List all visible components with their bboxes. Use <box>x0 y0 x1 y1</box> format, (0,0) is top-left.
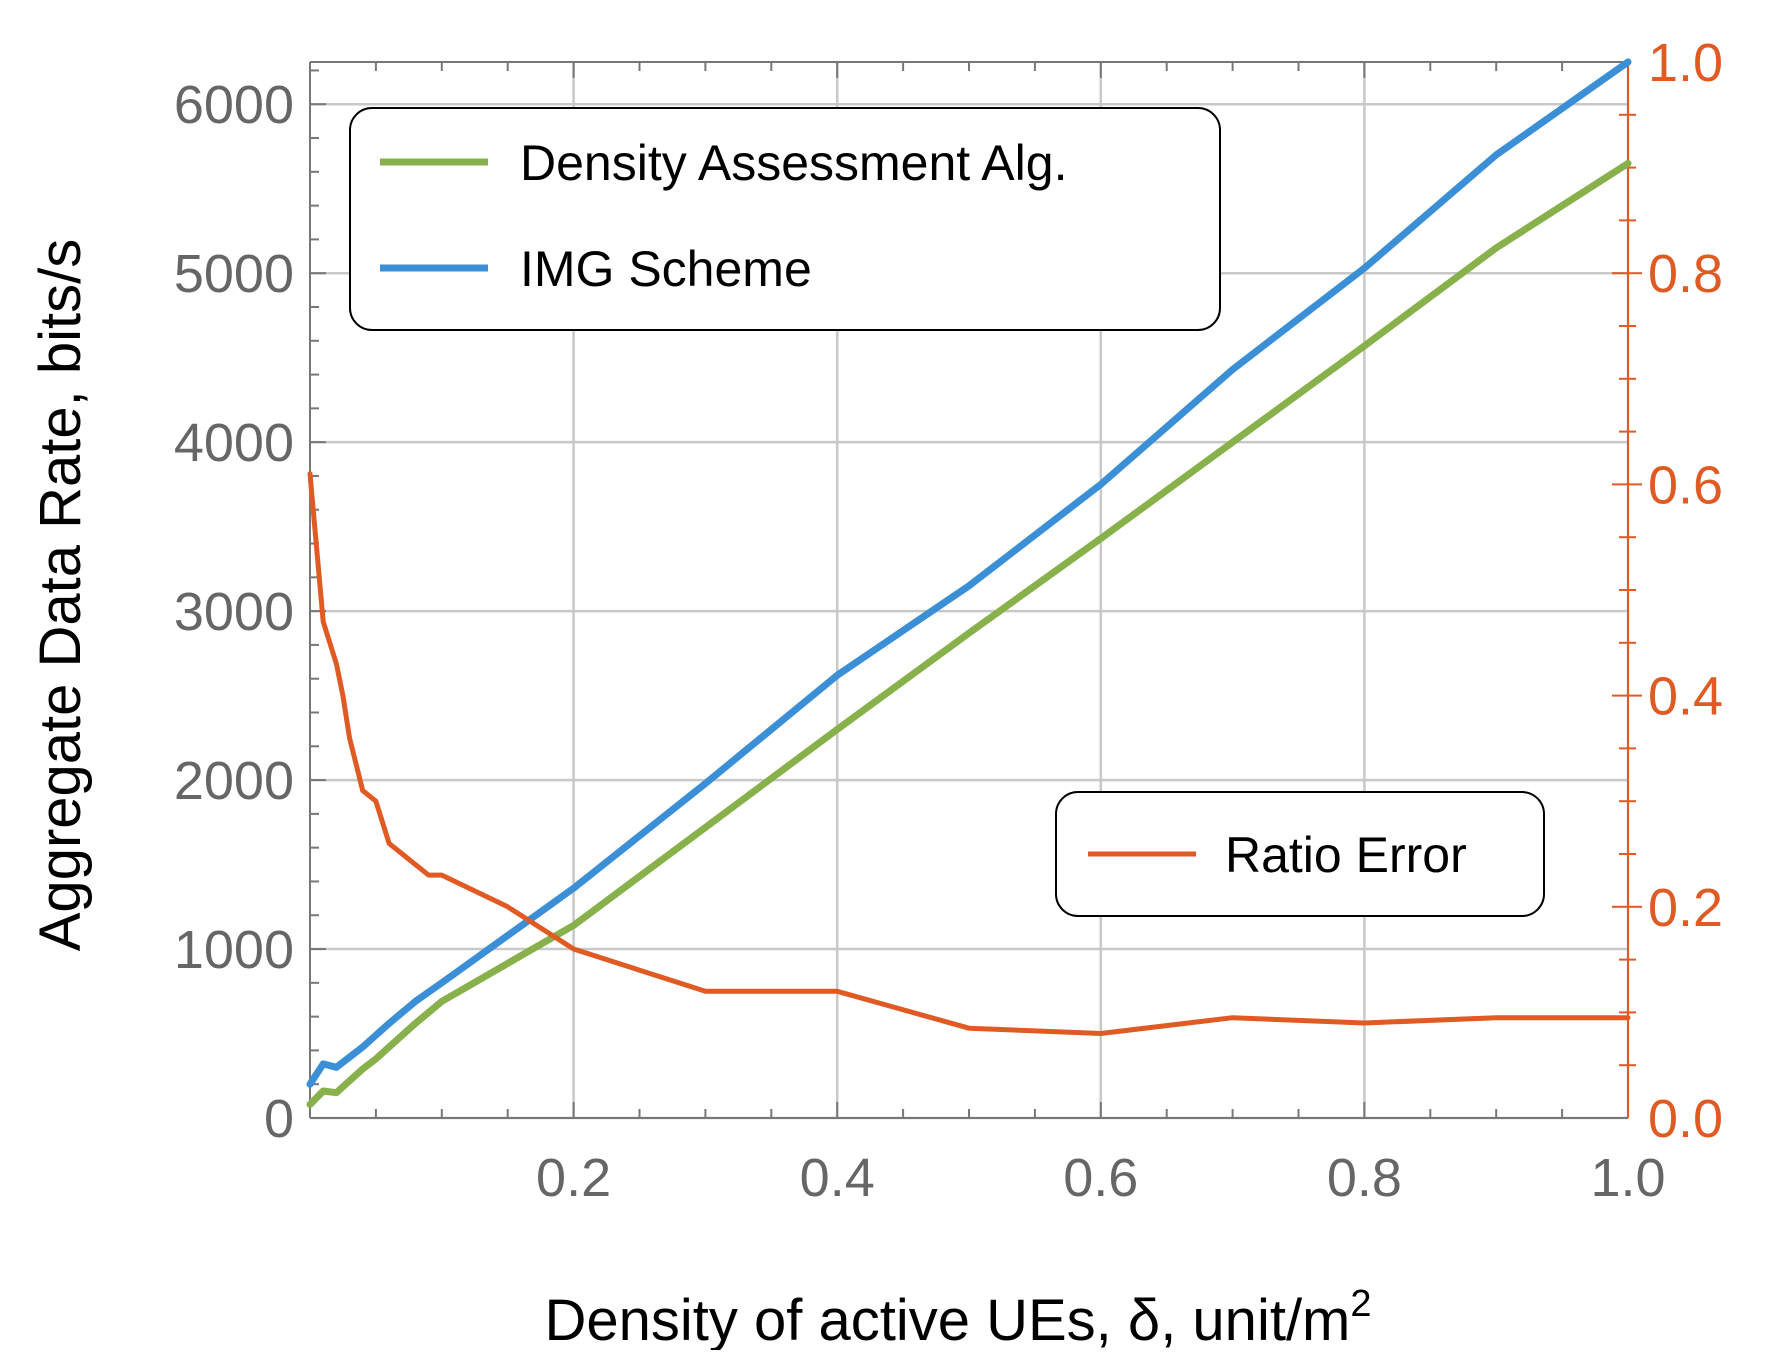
legend-top: Density Assessment Alg. IMG Scheme <box>349 107 1221 331</box>
legend-bottom: Ratio Error <box>1055 791 1545 917</box>
y-tick-label-0: 0 <box>264 1089 294 1149</box>
x-tick-label-3: 0.8 <box>1327 1148 1402 1208</box>
legend-img-label: IMG Scheme <box>520 241 812 297</box>
y-tick-label-1: 1000 <box>174 920 294 980</box>
legend-density-label: Density Assessment Alg. <box>520 135 1067 191</box>
y-tick-label-5: 5000 <box>174 244 294 304</box>
legend-ratio-label: Ratio Error <box>1225 827 1467 883</box>
x-tick-label-1: 0.4 <box>800 1148 875 1208</box>
y2-tick-label-0: 0.0 <box>1648 1089 1723 1149</box>
x-tick-label-0: 0.2 <box>536 1148 611 1208</box>
y2-tick-label-1: 0.2 <box>1648 878 1723 938</box>
y-tick-label-6: 6000 <box>174 75 294 135</box>
x-tick-label-2: 0.6 <box>1063 1148 1138 1208</box>
y2-tick-label-3: 0.6 <box>1648 455 1723 515</box>
y2-tick-label-5: 1.0 <box>1648 33 1723 93</box>
series-layer <box>306 58 1632 1108</box>
x-axis-title-superscript: 2 <box>1350 1283 1371 1325</box>
y-tick-label-3: 3000 <box>174 582 294 642</box>
y-tick-label-2: 2000 <box>174 751 294 811</box>
x-axis-title: Density of active UEs, δ, unit/m2 <box>544 1283 1371 1350</box>
legend-top-box <box>349 107 1221 331</box>
series-line-density-assessment-alg <box>306 159 1632 1108</box>
y-axis-title: Aggregate Data Rate, bits/s <box>28 239 93 952</box>
x-tick-label-4: 1.0 <box>1590 1148 1665 1208</box>
series-line-img-scheme <box>306 58 1632 1088</box>
x-axis-title-main: Density of active UEs, δ, unit/m <box>544 1288 1350 1350</box>
y2-tick-label-2: 0.4 <box>1648 667 1723 727</box>
ticks-layer: 0.2 0.4 0.6 0.8 1.0 0 1000 2000 3000 4000 5000 6000… <box>174 33 1723 1208</box>
legend-bottom-box <box>1055 791 1545 917</box>
series-line-ratio-error <box>307 471 1631 1036</box>
y-tick-label-4: 4000 <box>174 413 294 473</box>
y2-tick-label-4: 0.8 <box>1648 244 1723 304</box>
